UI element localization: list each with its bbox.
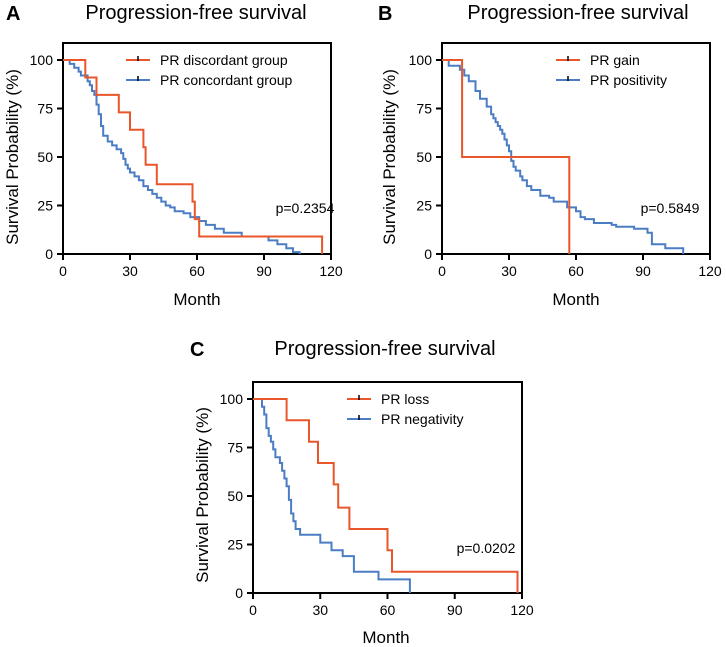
series-line-pr-loss (253, 398, 519, 593)
x-tick-label: 30 (122, 263, 138, 279)
x-axis-label: Month (173, 290, 220, 309)
x-tick-label: 0 (438, 263, 446, 279)
x-tick-label: 0 (59, 263, 67, 279)
x-tick-label: 120 (319, 263, 343, 279)
legend-item: PR positivity (556, 72, 667, 88)
panel-letter: A (6, 3, 20, 25)
x-tick-label: 90 (447, 602, 463, 618)
y-tick-label: 0 (235, 585, 243, 601)
chart-title: Progression-free survival (467, 2, 688, 24)
y-axis-label: Survival Probability (%) (193, 407, 212, 583)
y-tick-label: 25 (416, 198, 432, 214)
x-axis-label: Month (552, 290, 599, 309)
panel-letter: C (190, 339, 204, 361)
series-line-pr-gain (442, 59, 571, 254)
legend-label: PR concordant group (160, 72, 293, 88)
x-tick-label: 90 (256, 263, 272, 279)
legend-item: PR concordant group (126, 72, 293, 88)
chart-title: Progression-free survival (85, 2, 306, 24)
y-tick-label: 75 (37, 101, 53, 117)
x-tick-label: 30 (312, 602, 328, 618)
y-tick-label: 50 (227, 488, 243, 504)
x-tick-label: 0 (249, 602, 257, 618)
plot-frame (441, 42, 711, 255)
legend-label: PR discordant group (160, 52, 288, 68)
p-value: p=0.0202 (457, 540, 516, 556)
panel-c: C Progression-free survival 0 25 50 75 100 0 30 6… (190, 338, 534, 647)
x-tick-label: 90 (635, 263, 651, 279)
p-value: p=0.2354 (276, 200, 335, 216)
series-line-pr-discordant-group (63, 59, 324, 254)
y-tick-label: 25 (37, 198, 53, 214)
p-value: p=0.5849 (641, 200, 700, 216)
y-tick-label: 75 (227, 440, 243, 456)
y-axis-label: Survival Probability (%) (380, 69, 399, 245)
panel-letter: B (378, 3, 392, 25)
y-tick-label: 50 (416, 149, 432, 165)
series-line-pr-negativity (253, 398, 411, 593)
legend-item: PR loss (347, 391, 429, 407)
series-line-pr-concordant-group (63, 59, 301, 254)
x-tick-label: 120 (698, 263, 722, 279)
legend-item: PR gain (556, 52, 640, 68)
legend-item: PR negativity (347, 411, 463, 427)
y-tick-label: 0 (424, 246, 432, 262)
y-tick-label: 50 (37, 149, 53, 165)
y-tick-label: 100 (30, 52, 54, 68)
y-tick-label: 100 (409, 52, 433, 68)
legend-label: PR negativity (381, 411, 463, 427)
y-tick-label: 75 (416, 101, 432, 117)
legend-label: PR loss (381, 391, 429, 407)
series-line-pr-positivity (442, 59, 685, 254)
y-tick-label: 25 (227, 537, 243, 553)
y-tick-label: 100 (220, 391, 244, 407)
y-axis-label: Survival Probability (%) (3, 69, 22, 245)
x-tick-label: 60 (189, 263, 205, 279)
x-tick-label: 60 (380, 602, 396, 618)
panel-a: A Progression-free survival 0 25 50 75 100 0 30 6… (3, 2, 343, 309)
x-axis-label: Month (362, 628, 409, 647)
panel-b: B Progression-free survival 0 25 50 75 100 0 30 6… (378, 2, 722, 309)
legend-label: PR positivity (590, 72, 667, 88)
legend-item: PR discordant group (126, 52, 288, 68)
x-tick-label: 60 (568, 263, 584, 279)
x-tick-label: 120 (510, 602, 534, 618)
y-tick-label: 0 (45, 246, 53, 262)
x-tick-label: 30 (501, 263, 517, 279)
legend-label: PR gain (590, 52, 640, 68)
chart-title: Progression-free survival (274, 338, 495, 360)
